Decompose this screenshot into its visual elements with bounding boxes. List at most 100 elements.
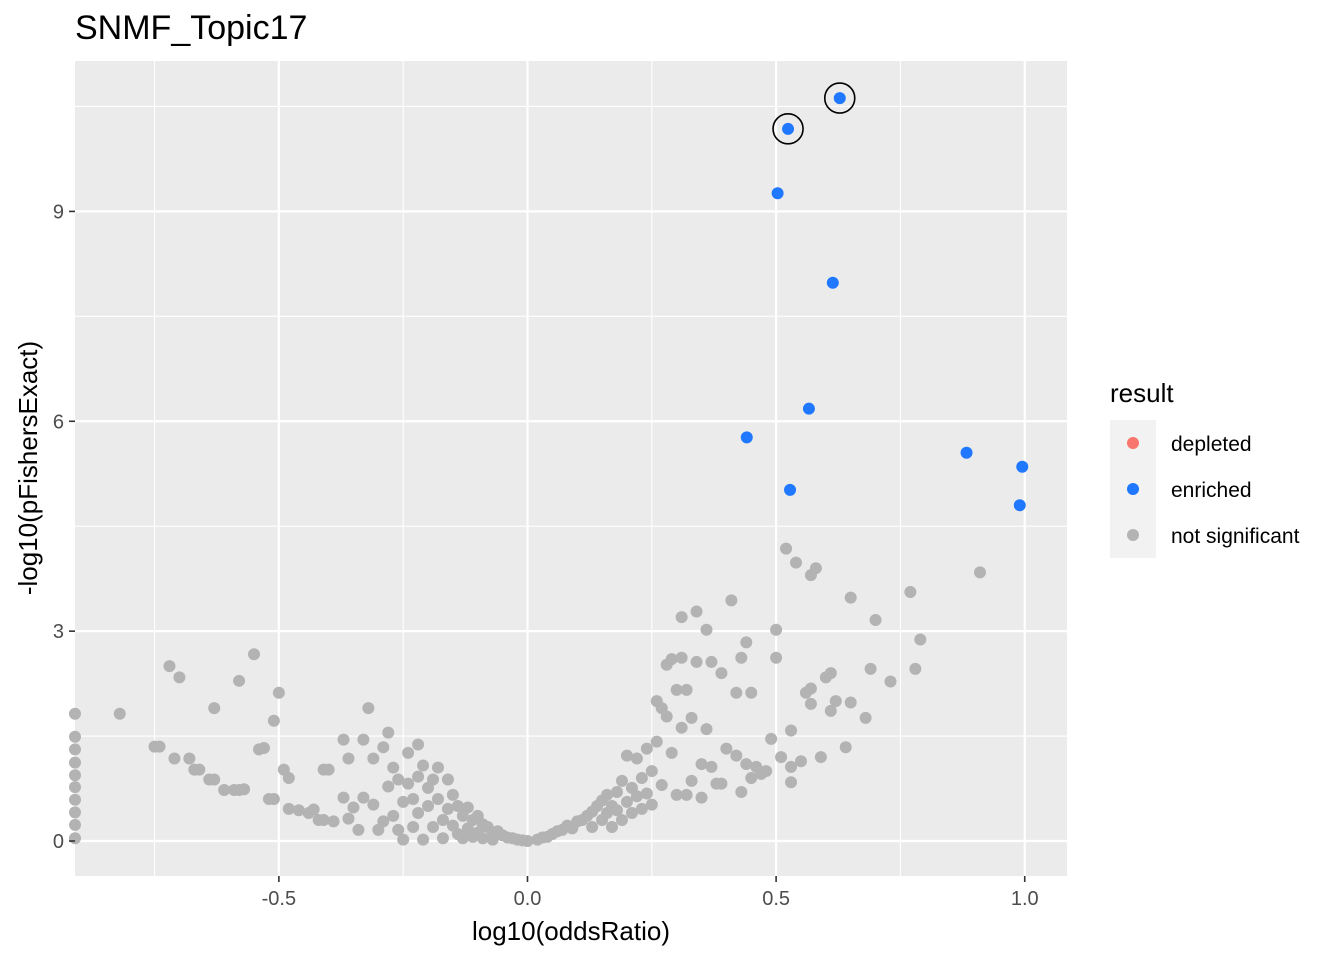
not-significant-point — [113, 707, 126, 720]
not-significant-point — [620, 749, 633, 762]
not-significant-point — [670, 788, 683, 801]
plot-panel — [75, 61, 1067, 876]
not-significant-point — [69, 806, 81, 819]
enriched-point — [826, 276, 839, 289]
not-significant-point — [407, 793, 420, 806]
x-tick-label: 0.5 — [762, 888, 790, 910]
not-significant-point — [407, 821, 420, 834]
not-significant-point — [705, 760, 718, 773]
not-significant-point — [357, 791, 370, 804]
data-points — [69, 92, 1029, 848]
not-significant-point — [397, 833, 410, 846]
not-significant-point — [69, 707, 81, 720]
not-significant-point — [720, 742, 733, 755]
not-significant-point — [451, 800, 464, 813]
not-significant-point — [382, 726, 395, 739]
not-significant-point — [665, 746, 678, 759]
not-significant-point — [307, 803, 320, 816]
not-significant-point — [690, 605, 703, 618]
not-significant-point — [427, 821, 440, 834]
not-significant-point — [173, 671, 186, 684]
not-significant-point — [785, 724, 798, 737]
not-significant-point — [804, 682, 817, 695]
not-significant-point — [282, 772, 295, 785]
not-significant-point — [640, 742, 653, 755]
not-significant-point — [272, 686, 285, 699]
x-tick-label: 0.0 — [514, 888, 542, 910]
legend-key-dot — [1127, 437, 1139, 449]
not-significant-point — [909, 662, 922, 675]
not-significant-point — [824, 704, 837, 717]
not-significant-point — [586, 821, 599, 834]
not-significant-point — [640, 787, 653, 800]
not-significant-point — [367, 752, 380, 765]
not-significant-point — [615, 774, 628, 787]
not-significant-point — [610, 804, 623, 817]
enriched-point — [784, 483, 797, 496]
not-significant-point — [153, 740, 166, 753]
not-significant-point — [675, 611, 688, 624]
not-significant-point — [785, 760, 798, 773]
not-significant-point — [183, 752, 196, 765]
not-significant-point — [655, 779, 668, 792]
not-significant-point — [248, 648, 261, 661]
not-significant-point — [700, 623, 713, 636]
not-significant-point — [292, 804, 305, 817]
enriched-point — [833, 92, 846, 105]
not-significant-point — [735, 651, 748, 664]
not-significant-point — [163, 660, 176, 673]
enriched-point — [802, 402, 815, 415]
not-significant-point — [690, 655, 703, 668]
not-significant-point — [327, 815, 340, 828]
not-significant-point — [377, 815, 390, 828]
not-significant-point — [322, 763, 335, 776]
not-significant-point — [69, 756, 81, 769]
not-significant-point — [436, 814, 449, 827]
not-significant-point — [387, 761, 400, 774]
not-significant-point — [476, 832, 489, 845]
not-significant-point — [317, 814, 330, 827]
not-significant-point — [402, 746, 415, 759]
not-significant-point — [431, 761, 444, 774]
not-significant-point — [392, 773, 405, 786]
not-significant-point — [427, 773, 440, 786]
not-significant-point — [869, 613, 882, 626]
not-significant-point — [794, 755, 807, 768]
not-significant-point — [436, 832, 449, 845]
not-significant-point — [397, 795, 410, 808]
not-significant-point — [402, 777, 415, 790]
not-significant-point — [680, 788, 693, 801]
not-significant-point — [705, 655, 718, 668]
not-significant-point — [382, 780, 395, 793]
y-tick-label: 6 — [53, 411, 64, 433]
legend-key-dot — [1127, 529, 1139, 541]
not-significant-point — [839, 741, 852, 754]
not-significant-point — [412, 807, 425, 820]
minor-gridlines — [75, 61, 1067, 876]
not-significant-point — [775, 751, 788, 764]
not-significant-point — [914, 633, 927, 646]
not-significant-point — [267, 714, 280, 727]
not-significant-point — [218, 783, 231, 796]
not-significant-point — [461, 801, 474, 814]
legend-label: not significant — [1171, 525, 1300, 548]
highlight-circles — [772, 82, 856, 145]
not-significant-point — [844, 696, 857, 709]
not-significant-point — [814, 751, 827, 764]
not-significant-point — [973, 566, 986, 579]
not-significant-point — [645, 765, 658, 778]
enriched-point — [740, 431, 753, 444]
not-significant-point — [725, 594, 738, 607]
not-significant-point — [635, 802, 648, 815]
not-significant-point — [700, 723, 713, 736]
not-significant-point — [422, 800, 435, 813]
not-significant-point — [168, 752, 181, 765]
not-significant-point — [387, 809, 400, 822]
not-significant-point — [884, 675, 897, 688]
not-significant-point — [675, 651, 688, 664]
not-significant-point — [352, 823, 365, 836]
not-significant-point — [695, 791, 708, 804]
legend-label: depleted — [1171, 433, 1252, 456]
not-significant-point — [431, 793, 444, 806]
